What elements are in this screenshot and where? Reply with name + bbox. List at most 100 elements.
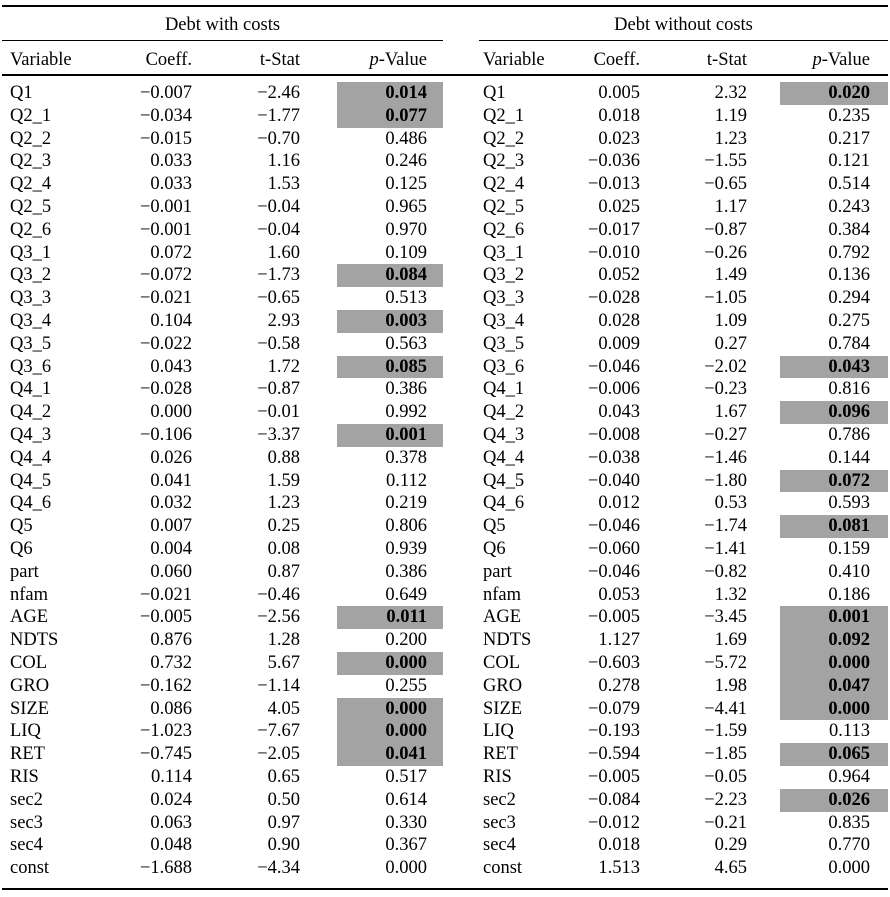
table-row: Q1 −0.007 −2.46 0.014 <box>2 82 443 105</box>
variable-cell: sec4 <box>10 835 43 856</box>
coeff-cell: −0.013 <box>587 174 640 195</box>
coeff-cell: 0.114 <box>151 766 192 787</box>
pvalue-cell: 0.001 <box>780 606 888 630</box>
pvalue-cell: 0.217 <box>828 128 870 149</box>
pvalue-cell: 0.112 <box>386 470 427 491</box>
pvalue-cell: 0.011 <box>337 606 443 630</box>
table-row: sec3 −0.012 −0.21 0.835 <box>479 812 888 835</box>
pvalue-cell: 0.121 <box>828 151 870 172</box>
variable-cell: Q2_2 <box>10 128 52 149</box>
table-row: AGE −0.005 −3.45 0.001 <box>479 606 888 630</box>
pvalue-cell: 0.513 <box>385 288 427 309</box>
variable-cell: sec2 <box>10 789 43 810</box>
variable-cell: AGE <box>483 607 522 628</box>
pvalue-cell: 0.593 <box>828 493 870 514</box>
pvalue-cell: 0.219 <box>385 493 427 514</box>
pvalue-cell: 0.784 <box>828 333 870 354</box>
tstat-cell: −1.85 <box>704 744 747 765</box>
variable-cell: COL <box>10 652 47 673</box>
pvalue-cell: 0.001 <box>337 423 443 447</box>
variable-column-header: Variable <box>483 49 545 70</box>
tstat-cell: −0.82 <box>704 561 747 582</box>
variable-cell: Q2_3 <box>483 151 525 172</box>
variable-cell: Q1 <box>483 83 506 103</box>
tstat-cell: −0.70 <box>257 128 300 149</box>
pvalue-cell: 0.939 <box>385 538 427 559</box>
pvalue-cell: 0.200 <box>385 630 427 651</box>
table-row: Q6 −0.060 −1.41 0.159 <box>479 538 888 561</box>
table-row: Q4_4 −0.038 −1.46 0.144 <box>479 447 888 470</box>
tstat-cell: −1.80 <box>704 470 747 491</box>
pvalue-cell: 0.000 <box>385 858 427 879</box>
variable-cell: Q3_5 <box>10 333 52 354</box>
table-row: Q5 −0.046 −1.74 0.081 <box>479 515 888 538</box>
pvalue-cell: 0.144 <box>828 447 870 468</box>
coeff-cell: −0.021 <box>139 288 192 309</box>
coeff-cell: −1.688 <box>139 858 192 879</box>
variable-cell: SIZE <box>10 698 50 719</box>
table-row: GRO −0.162 −1.14 0.255 <box>2 675 443 698</box>
coeff-cell: −0.017 <box>587 219 640 240</box>
tstat-cell: 0.53 <box>714 493 747 514</box>
variable-cell: Q1 <box>10 83 33 103</box>
variable-cell: RIS <box>483 766 512 787</box>
pvalue-cell: 0.014 <box>337 82 443 105</box>
coeff-cell: 0.104 <box>150 310 192 331</box>
tstat-cell: 0.65 <box>267 766 300 787</box>
table-row: part −0.046 −0.82 0.410 <box>479 561 888 584</box>
coeff-cell: −0.007 <box>139 83 192 103</box>
variable-cell: RIS <box>10 766 39 787</box>
tstat-cell: −2.23 <box>704 789 747 810</box>
table-row: part 0.060 0.87 0.386 <box>2 561 443 584</box>
variable-cell: nfam <box>10 584 49 605</box>
pvalue-cell: 0.136 <box>828 265 870 286</box>
variable-cell: Q4_2 <box>10 402 52 423</box>
variable-cell: sec4 <box>483 835 516 856</box>
variable-cell: nfam <box>483 584 522 605</box>
tstat-cell: 4.65 <box>714 858 747 879</box>
variable-cell: COL <box>483 652 520 673</box>
coeff-cell: −0.046 <box>587 561 640 582</box>
tstat-cell: −0.05 <box>704 766 747 787</box>
variable-cell: SIZE <box>483 698 523 719</box>
variable-cell: Q4_4 <box>483 447 525 468</box>
table-row: Q4_6 0.012 0.53 0.593 <box>479 492 888 515</box>
coeff-cell: 1.127 <box>598 630 640 651</box>
tstat-cell: −0.23 <box>704 379 747 400</box>
tstat-cell: −1.41 <box>704 538 747 559</box>
variable-cell: Q4_3 <box>10 424 52 445</box>
table-row: Q4_5 −0.040 −1.80 0.072 <box>479 469 888 493</box>
tstat-cell: −0.65 <box>704 174 747 195</box>
pvalue-cell: 0.806 <box>385 516 427 537</box>
coeff-cell: 0.060 <box>150 561 192 582</box>
table-body: Q1 0.005 2.32 0.020 Q2_1 0.018 1.19 0.235 Q2_2 0.… <box>479 74 888 880</box>
pvalue-cell: 0.384 <box>828 219 870 240</box>
tstat-cell: 4.05 <box>267 698 300 719</box>
variable-cell: const <box>483 858 523 879</box>
coeff-cell: 0.732 <box>150 652 192 673</box>
variable-cell: Q6 <box>10 538 33 559</box>
table-row: Q2_5 −0.001 −0.04 0.965 <box>2 196 443 219</box>
coeff-cell: −0.008 <box>587 424 640 445</box>
group-title-debt-without-costs: Debt without costs <box>479 10 888 41</box>
coeff-cell: 0.876 <box>150 630 192 651</box>
tstat-cell: 1.53 <box>267 174 300 195</box>
tstat-cell: 1.67 <box>714 402 747 423</box>
pvalue-cell: 0.020 <box>780 82 888 105</box>
pvalue-cell: 0.514 <box>828 174 870 195</box>
coeff-cell: 0.009 <box>598 333 640 354</box>
pvalue-cell: 0.964 <box>828 766 870 787</box>
table-row: Q3_4 0.104 2.93 0.003 <box>2 309 443 333</box>
variable-cell: Q2_4 <box>10 174 52 195</box>
pvalue-cell: 0.792 <box>828 242 870 263</box>
coeff-cell: 0.053 <box>598 584 640 605</box>
coeff-cell: −0.046 <box>587 356 640 377</box>
table-row: Q3_2 −0.072 −1.73 0.084 <box>2 264 443 288</box>
pvalue-cell: 0.770 <box>828 835 870 856</box>
coeff-cell: −0.084 <box>587 789 640 810</box>
pvalue-cell: 0.043 <box>780 355 888 379</box>
coeff-cell: 0.032 <box>150 493 192 514</box>
coeff-cell: −0.015 <box>139 128 192 149</box>
table-row: Q4_3 −0.008 −0.27 0.786 <box>479 424 888 447</box>
